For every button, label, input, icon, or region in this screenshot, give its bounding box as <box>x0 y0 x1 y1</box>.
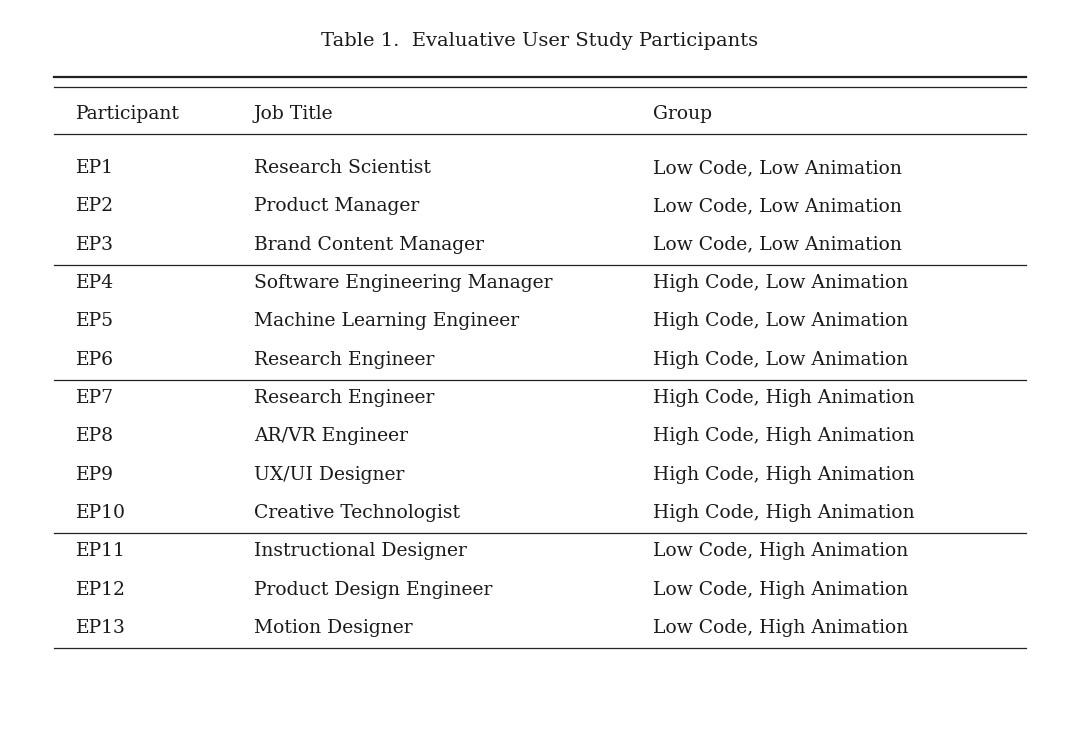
Text: High Code, High Animation: High Code, High Animation <box>653 504 915 522</box>
Text: UX/UI Designer: UX/UI Designer <box>254 466 404 483</box>
Text: Low Code, Low Animation: Low Code, Low Animation <box>653 236 902 254</box>
Text: Instructional Designer: Instructional Designer <box>254 542 467 560</box>
Text: Low Code, High Animation: Low Code, High Animation <box>653 581 908 598</box>
Text: Machine Learning Engineer: Machine Learning Engineer <box>254 312 518 330</box>
Text: Motion Designer: Motion Designer <box>254 619 413 637</box>
Text: EP7: EP7 <box>76 389 113 407</box>
Text: Low Code, High Animation: Low Code, High Animation <box>653 619 908 637</box>
Text: High Code, Low Animation: High Code, Low Animation <box>653 274 908 292</box>
Text: Creative Technologist: Creative Technologist <box>254 504 460 522</box>
Text: EP1: EP1 <box>76 159 113 177</box>
Text: Table 1.  Evaluative User Study Participants: Table 1. Evaluative User Study Participa… <box>322 32 758 49</box>
Text: Product Manager: Product Manager <box>254 198 419 215</box>
Text: Group: Group <box>653 105 713 123</box>
Text: EP10: EP10 <box>76 504 125 522</box>
Text: EP2: EP2 <box>76 198 113 215</box>
Text: High Code, High Animation: High Code, High Animation <box>653 466 915 483</box>
Text: Research Engineer: Research Engineer <box>254 389 434 407</box>
Text: Product Design Engineer: Product Design Engineer <box>254 581 492 598</box>
Text: EP4: EP4 <box>76 274 113 292</box>
Text: EP5: EP5 <box>76 312 113 330</box>
Text: Low Code, High Animation: Low Code, High Animation <box>653 542 908 560</box>
Text: Research Engineer: Research Engineer <box>254 351 434 368</box>
Text: High Code, High Animation: High Code, High Animation <box>653 389 915 407</box>
Text: AR/VR Engineer: AR/VR Engineer <box>254 427 408 445</box>
Text: Job Title: Job Title <box>254 105 334 123</box>
Text: EP3: EP3 <box>76 236 113 254</box>
Text: EP13: EP13 <box>76 619 125 637</box>
Text: EP9: EP9 <box>76 466 113 483</box>
Text: EP8: EP8 <box>76 427 113 445</box>
Text: High Code, Low Animation: High Code, Low Animation <box>653 312 908 330</box>
Text: Low Code, Low Animation: Low Code, Low Animation <box>653 198 902 215</box>
Text: Participant: Participant <box>76 105 179 123</box>
Text: High Code, Low Animation: High Code, Low Animation <box>653 351 908 368</box>
Text: High Code, High Animation: High Code, High Animation <box>653 427 915 445</box>
Text: Software Engineering Manager: Software Engineering Manager <box>254 274 552 292</box>
Text: EP6: EP6 <box>76 351 113 368</box>
Text: EP11: EP11 <box>76 542 125 560</box>
Text: Research Scientist: Research Scientist <box>254 159 431 177</box>
Text: Brand Content Manager: Brand Content Manager <box>254 236 484 254</box>
Text: EP12: EP12 <box>76 581 125 598</box>
Text: Low Code, Low Animation: Low Code, Low Animation <box>653 159 902 177</box>
